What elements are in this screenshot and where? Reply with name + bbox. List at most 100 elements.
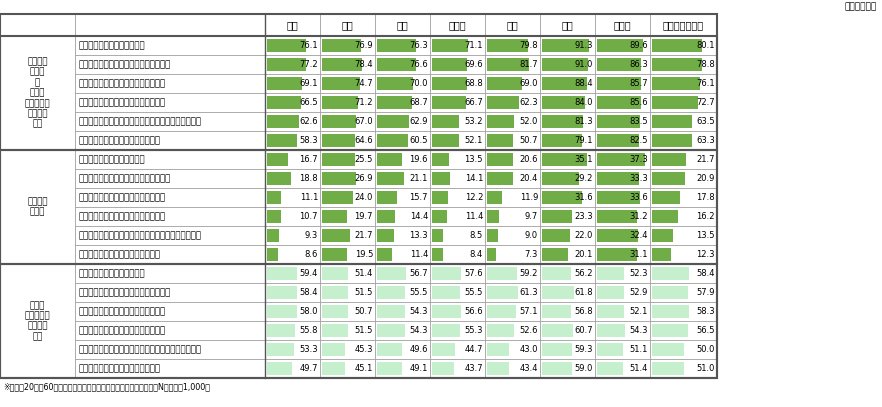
Text: 51.4: 51.4 xyxy=(630,364,648,373)
Bar xyxy=(485,188,540,207)
Text: 51.5: 51.5 xyxy=(355,288,373,297)
Bar xyxy=(542,134,582,147)
Bar xyxy=(75,131,265,150)
Bar xyxy=(75,188,265,207)
Bar xyxy=(652,96,698,109)
Text: 89.6: 89.6 xyxy=(630,41,648,50)
Bar xyxy=(595,55,650,74)
Bar xyxy=(597,248,637,261)
Text: 63.5: 63.5 xyxy=(697,117,715,126)
Bar xyxy=(432,77,467,90)
Bar xyxy=(75,359,265,378)
Bar xyxy=(487,229,498,242)
Bar xyxy=(650,55,717,74)
Bar xyxy=(597,77,640,90)
Bar xyxy=(652,153,686,166)
Bar xyxy=(595,93,650,112)
Bar xyxy=(487,39,527,52)
Bar xyxy=(430,74,485,93)
Bar xyxy=(595,14,650,36)
Bar xyxy=(265,36,320,55)
Text: ※各国、20代～60代の回答を各年代の人口に応じ加重平均した値。N値は各国1,000。: ※各国、20代～60代の回答を各年代の人口に応じ加重平均した値。N値は各国1,0… xyxy=(3,382,210,391)
Text: 製品の機能向上やサービス品質の向上: 製品の機能向上やサービス品質の向上 xyxy=(79,193,166,202)
Bar xyxy=(540,207,595,226)
Bar xyxy=(430,321,485,340)
Text: 9.3: 9.3 xyxy=(305,231,318,240)
Text: 81.7: 81.7 xyxy=(519,60,538,69)
Bar xyxy=(375,264,430,283)
Bar xyxy=(652,58,702,71)
Bar xyxy=(267,248,278,261)
Bar xyxy=(485,150,540,169)
Bar xyxy=(265,112,320,131)
Bar xyxy=(375,302,430,321)
Bar xyxy=(430,245,485,264)
Bar xyxy=(542,305,571,318)
Text: 81.3: 81.3 xyxy=(574,117,593,126)
Bar xyxy=(432,58,467,71)
Bar xyxy=(377,172,404,185)
Bar xyxy=(322,324,348,337)
Text: 33.3: 33.3 xyxy=(629,174,648,183)
Text: 提供して
もよい: 提供して もよい xyxy=(27,197,48,217)
Text: 85.7: 85.7 xyxy=(630,79,648,88)
Text: 56.8: 56.8 xyxy=(574,307,593,316)
Bar xyxy=(75,112,265,131)
Text: 11.4: 11.4 xyxy=(465,212,483,221)
Bar xyxy=(650,169,717,188)
Text: 55.5: 55.5 xyxy=(409,288,428,297)
Bar xyxy=(75,150,265,169)
Text: 18.8: 18.8 xyxy=(299,174,318,183)
Bar xyxy=(377,210,395,223)
Bar xyxy=(377,96,412,109)
Bar xyxy=(320,150,375,169)
Text: 14.4: 14.4 xyxy=(409,212,428,221)
Text: 企業の経営方針の策定・判断に活用: 企業の経営方針の策定・判断に活用 xyxy=(79,250,161,259)
Bar xyxy=(430,264,485,283)
Bar xyxy=(375,321,430,340)
Bar xyxy=(652,172,685,185)
Text: 自分への経済的なメリットが受けられる: 自分への経済的なメリットが受けられる xyxy=(79,288,171,297)
Bar xyxy=(432,286,460,299)
Text: 51.1: 51.1 xyxy=(630,345,648,354)
Text: 58.3: 58.3 xyxy=(299,136,318,145)
Text: 59.4: 59.4 xyxy=(300,269,318,278)
Text: 8.4: 8.4 xyxy=(470,250,483,259)
Text: 14.1: 14.1 xyxy=(465,174,483,183)
Bar xyxy=(650,14,717,36)
Bar xyxy=(485,131,540,150)
Text: 12.3: 12.3 xyxy=(697,250,715,259)
Bar xyxy=(375,169,430,188)
Bar xyxy=(487,286,519,299)
Bar xyxy=(322,96,358,109)
Text: インド: インド xyxy=(614,20,632,30)
Bar xyxy=(265,321,320,340)
Bar xyxy=(430,93,485,112)
Text: 51.5: 51.5 xyxy=(355,326,373,335)
Bar xyxy=(652,286,689,299)
Bar xyxy=(542,210,572,223)
Bar xyxy=(650,131,717,150)
Bar xyxy=(430,131,485,150)
Bar xyxy=(595,245,650,264)
Bar xyxy=(432,115,460,128)
Bar xyxy=(267,343,295,356)
Bar xyxy=(487,324,514,337)
Text: 57.9: 57.9 xyxy=(697,288,715,297)
Text: 22.0: 22.0 xyxy=(575,231,593,240)
Text: 自分へのサービスが向上する: 自分へのサービスが向上する xyxy=(79,41,146,50)
Bar xyxy=(487,153,513,166)
Text: 53.2: 53.2 xyxy=(465,117,483,126)
Text: 60.7: 60.7 xyxy=(574,326,593,335)
Bar xyxy=(485,14,540,36)
Text: 56.2: 56.2 xyxy=(574,269,593,278)
Bar xyxy=(375,340,430,359)
Bar xyxy=(265,93,320,112)
Bar xyxy=(485,207,540,226)
Bar xyxy=(320,55,375,74)
Text: 77.2: 77.2 xyxy=(299,60,318,69)
Text: 66.5: 66.5 xyxy=(299,98,318,107)
Text: 45.1: 45.1 xyxy=(355,364,373,373)
Text: 70.0: 70.0 xyxy=(409,79,428,88)
Bar xyxy=(377,286,406,299)
